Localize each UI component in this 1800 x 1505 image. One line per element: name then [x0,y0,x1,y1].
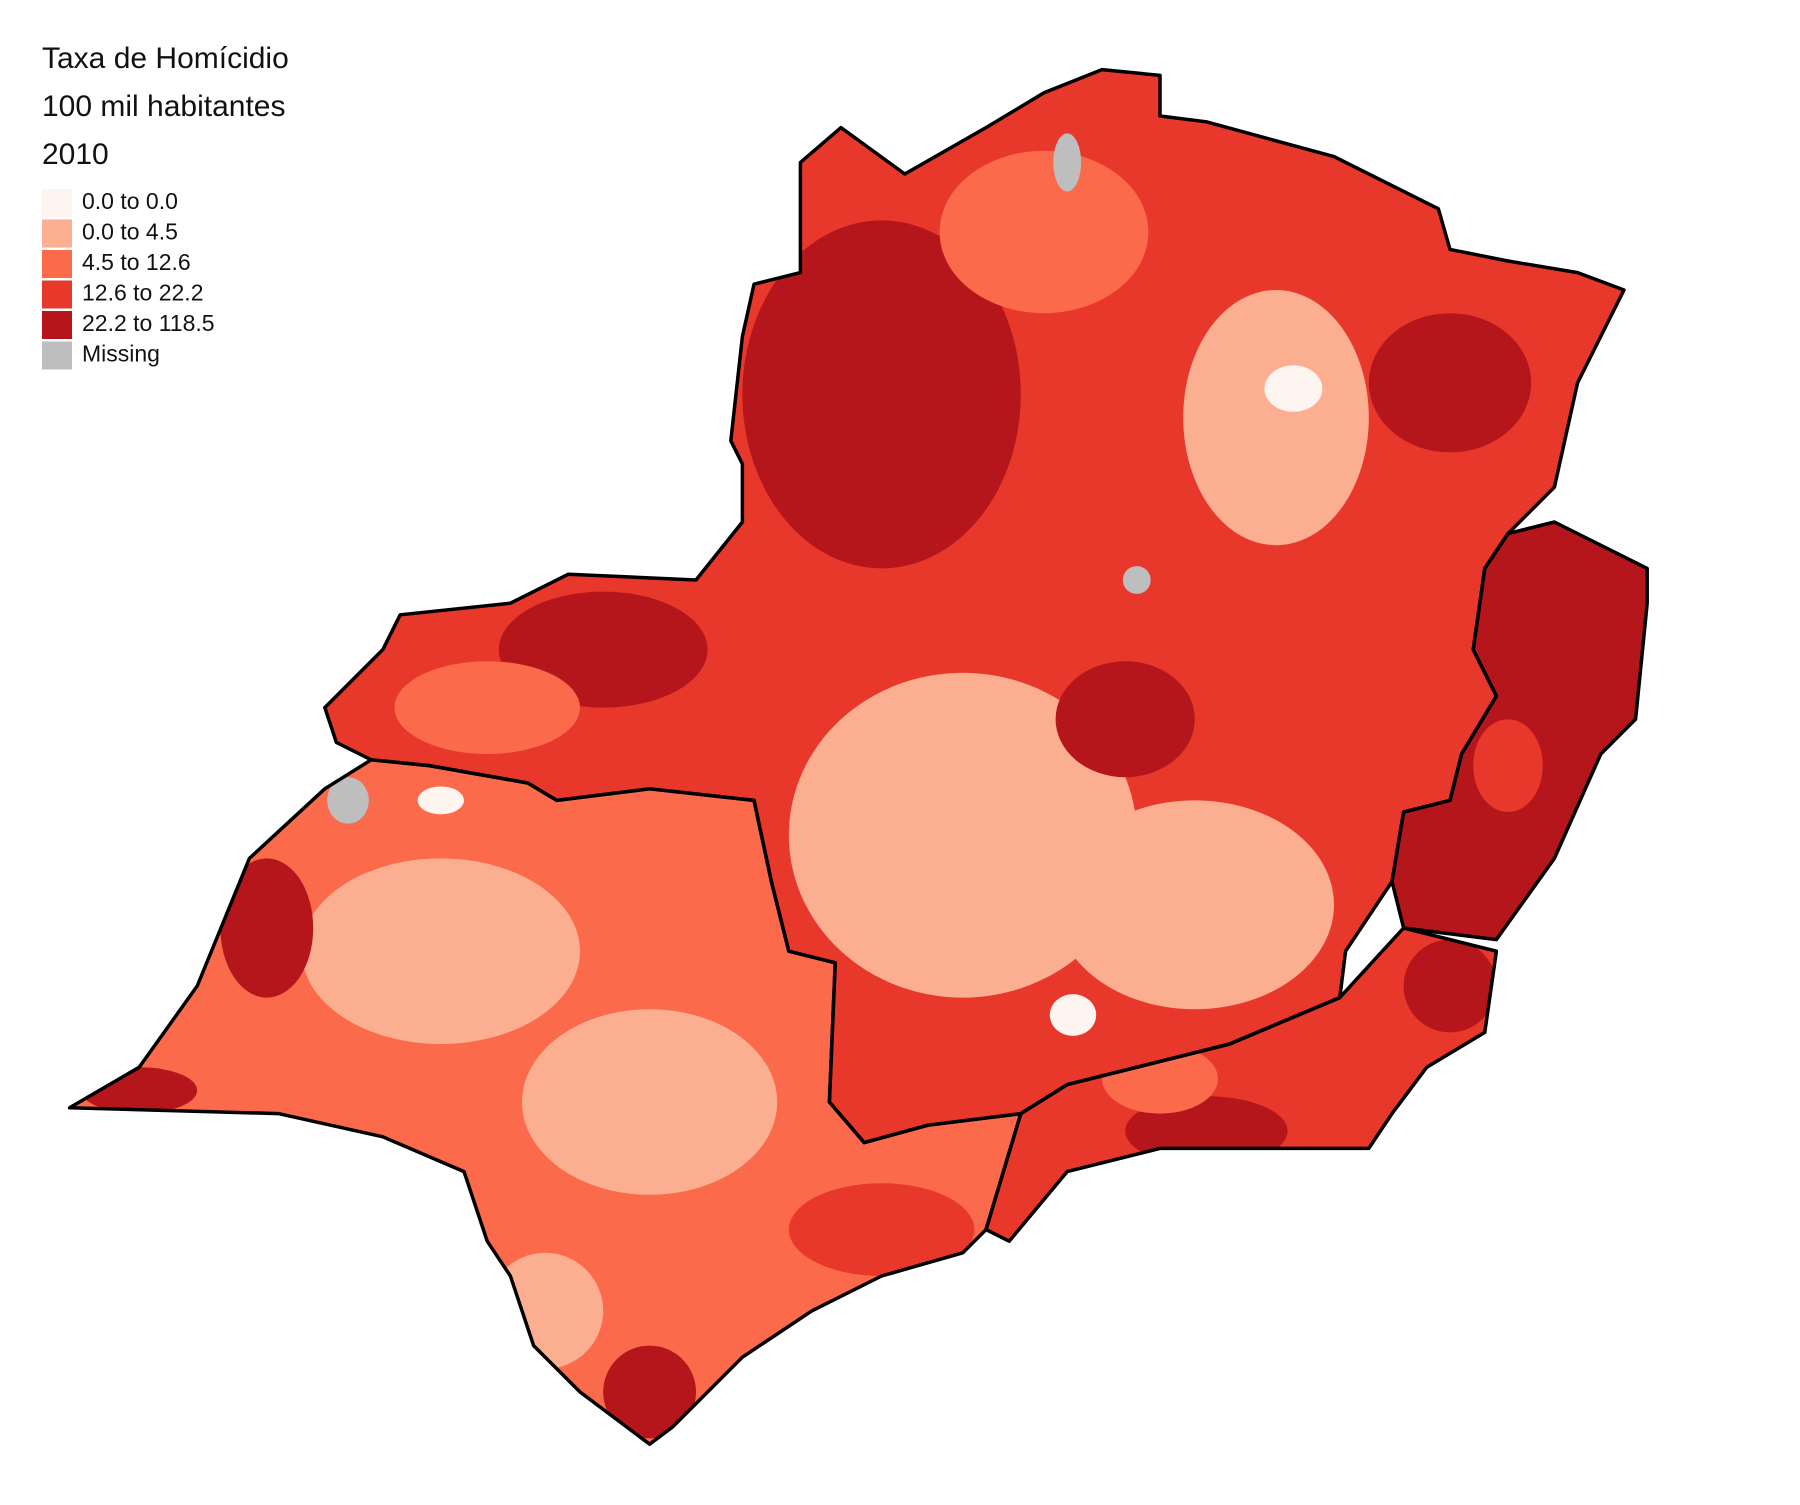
area [1049,994,1097,1036]
area [1055,661,1195,778]
legend-label: 4.5 to 12.6 [82,249,191,275]
area [1122,566,1151,594]
area [522,1009,778,1195]
area [1183,290,1369,546]
area [1368,313,1532,453]
area [1264,365,1323,412]
state-border [1390,520,1649,942]
legend: Taxa de Homícidio 100 mil habitantes 2010 0… [42,42,289,370]
legend-swatch [42,219,72,248]
legend-title: Taxa de Homícidio [42,42,289,75]
area [1055,800,1334,1010]
area [603,1345,696,1439]
area [939,150,1149,314]
map [67,67,1649,1446]
area [1473,719,1543,812]
area [220,858,314,998]
area [417,786,464,815]
legend-label: 0.0 to 4.5 [82,219,178,245]
legend-label: 0.0 to 0.0 [82,188,178,214]
legend-label: Missing [82,341,160,367]
legend-swatch [42,341,72,370]
legend-title: 100 mil habitantes [42,90,286,123]
legend-title: 2010 [42,138,109,171]
legend-swatch [42,250,72,278]
area [788,1183,975,1276]
area [327,777,369,824]
area [742,220,1021,569]
area [1053,133,1082,192]
area [1403,939,1497,1033]
legend-swatch [42,189,72,217]
area [788,672,1137,998]
legend-label: 12.6 to 22.2 [82,280,204,306]
legend-swatch [42,311,72,339]
legend-label: 22.2 to 118.5 [82,310,215,336]
area [301,858,580,1044]
state-border [67,758,1023,1446]
state-border [984,926,1499,1243]
legend-swatch [42,280,72,309]
area [394,661,580,754]
